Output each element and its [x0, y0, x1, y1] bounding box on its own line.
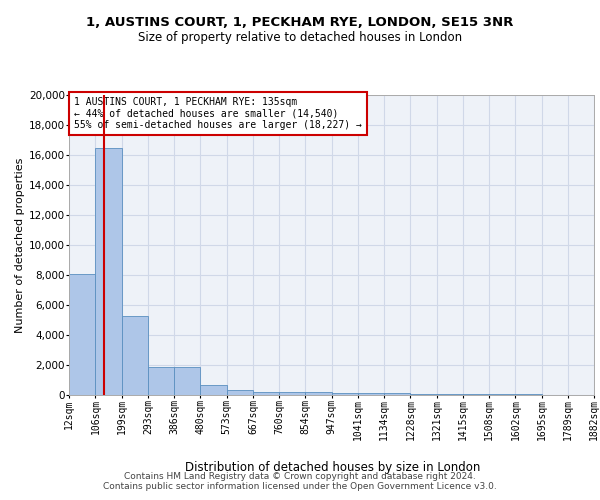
Y-axis label: Number of detached properties: Number of detached properties [14, 158, 25, 332]
Bar [227, 390, 253, 395]
Bar [358, 393, 384, 395]
Bar [410, 394, 437, 395]
Text: Distribution of detached houses by size in London: Distribution of detached houses by size … [185, 461, 481, 474]
Text: 1 AUSTINS COURT, 1 PECKHAM RYE: 135sqm
← 44% of detached houses are smaller (14,: 1 AUSTINS COURT, 1 PECKHAM RYE: 135sqm ←… [74, 96, 362, 130]
Text: Size of property relative to detached houses in London: Size of property relative to detached ho… [138, 31, 462, 44]
Bar [253, 392, 279, 395]
Bar [279, 392, 305, 395]
Bar [69, 274, 95, 395]
Text: Contains HM Land Registry data © Crown copyright and database right 2024.
Contai: Contains HM Land Registry data © Crown c… [103, 472, 497, 491]
Bar [437, 394, 463, 395]
Bar [463, 394, 489, 395]
Bar [174, 367, 200, 395]
Bar [148, 367, 174, 395]
Bar [384, 394, 410, 395]
Bar [515, 394, 542, 395]
Bar [305, 392, 331, 395]
Bar [200, 384, 227, 395]
Bar [95, 148, 121, 395]
Bar [331, 393, 358, 395]
Bar [489, 394, 515, 395]
Bar [121, 316, 148, 395]
Text: 1, AUSTINS COURT, 1, PECKHAM RYE, LONDON, SE15 3NR: 1, AUSTINS COURT, 1, PECKHAM RYE, LONDON… [86, 16, 514, 29]
